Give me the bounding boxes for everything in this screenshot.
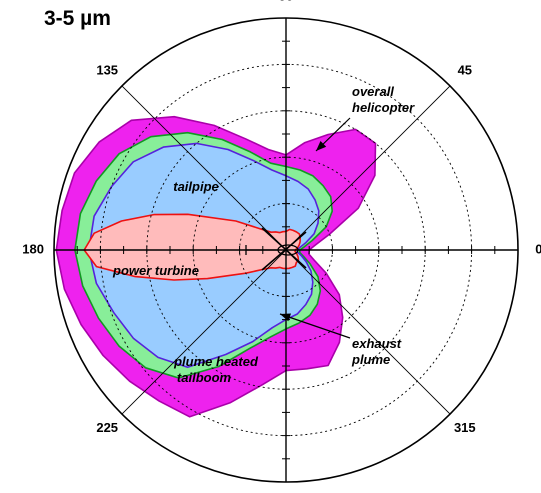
annotation-plume: plume: [351, 352, 390, 367]
tick-labels: 04590135180225270315: [22, 0, 541, 435]
angle-tick-label-225: 225: [96, 420, 118, 435]
angle-tick-label-90: 90: [279, 0, 293, 4]
angle-tick-label-135: 135: [96, 63, 118, 78]
annotation-tailpipe: tailpipe: [173, 179, 219, 194]
annotation-exhaust: exhaust: [352, 336, 402, 351]
annotation-helicopter: helicopter: [352, 100, 415, 115]
helicopter-symbol: [245, 227, 307, 271]
annotation-tailboom: tailboom: [177, 370, 232, 385]
angle-tick-label-0: 0: [535, 241, 541, 256]
exhaust-plume-pointer-head: [280, 313, 291, 322]
annotation-overall: overall: [352, 84, 394, 99]
series-layer: [55, 115, 377, 418]
angle-tick-label-45: 45: [458, 63, 472, 78]
annotation-plume-heated: plume heated: [173, 354, 259, 369]
exhaust-plume-pointer: [279, 313, 351, 339]
annotation-power-turbine: power turbine: [112, 263, 199, 278]
chart-title: 3-5 µm: [44, 7, 111, 30]
rotor-blade: [261, 227, 307, 269]
polar-grid: [53, 17, 519, 483]
rotor-blade: [261, 231, 307, 271]
angle-tick-label-315: 315: [454, 420, 476, 435]
angle-tick-label-180: 180: [22, 241, 44, 256]
overall-helicopter-pointer-head: [316, 141, 327, 151]
